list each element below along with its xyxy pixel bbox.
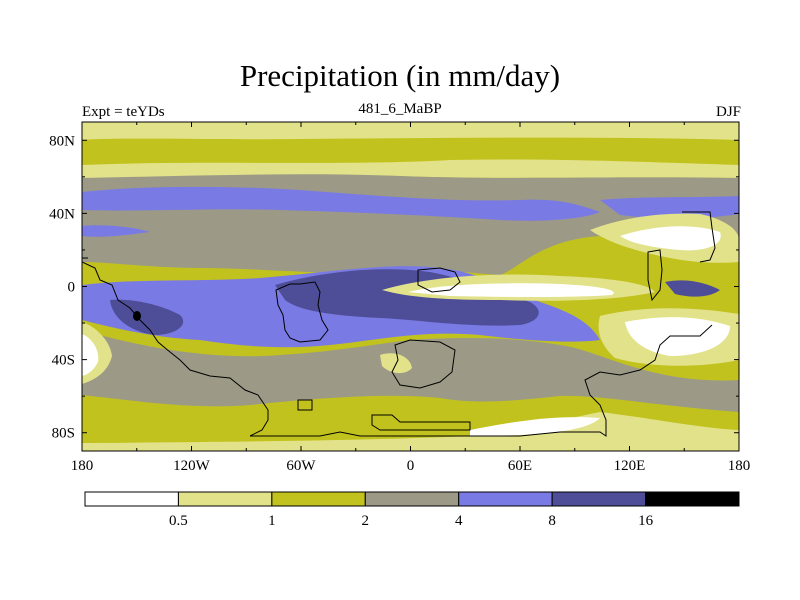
coastline-antarctic-piece (371, 414, 471, 431)
colorbar-label: 4 (455, 513, 463, 529)
contour-band-8-16-pacific (110, 299, 184, 335)
contour-band-4-8-north (82, 186, 600, 221)
contour-band-north-midlat (82, 159, 739, 178)
chart-title: Precipitation (in mm/day) (239, 58, 561, 93)
colorbar-swatch (551, 491, 647, 507)
x-tick-label: 60W (286, 458, 316, 474)
colorbar-swatch (645, 491, 740, 507)
coastline-island (297, 399, 313, 411)
contour-band-north-africa-core (620, 226, 721, 251)
y-tick-label: 40N (49, 206, 75, 222)
contour-fill-layer (82, 122, 739, 451)
season-label: DJF (715, 104, 741, 120)
x-tick-label: 60E (508, 458, 532, 474)
colorbar-label: 8 (548, 513, 556, 529)
coastline-antarctic-coast (250, 324, 713, 437)
coastline-west-continent (82, 261, 269, 437)
y-tick-label: 80N (49, 133, 75, 149)
x-axis: 180 120W 60W 0 60E 120E 180 (71, 122, 751, 474)
colorbar-label: 2 (362, 513, 370, 529)
coastline-southern-landmass (275, 281, 329, 343)
x-tick-label: 120W (173, 458, 211, 474)
x-tick-label: 180 (728, 458, 751, 474)
colorbar-swatch (458, 491, 553, 507)
contour-band-8-16-west-pacific (665, 280, 720, 297)
contour-band-4-8-patch (82, 225, 150, 237)
experiment-label: Expt = teYDs (82, 104, 165, 120)
y-tick-label: 40S (52, 353, 75, 369)
colorbar: 0.5 1 2 4 8 16 (84, 491, 740, 529)
colorbar-swatch (84, 491, 179, 507)
colorbar-swatch (177, 491, 273, 507)
colorbar-swatch (364, 491, 460, 507)
colorbar-label: 1 (268, 513, 276, 529)
colorbar-label: 0.5 (169, 513, 188, 529)
x-tick-label: 180 (71, 458, 94, 474)
colorbar-swatch (271, 491, 366, 507)
coastline-central-block (417, 267, 461, 293)
period-label: 481_6_MaBP (358, 101, 442, 117)
coastline-south-landmass-center (391, 339, 456, 389)
contour-band-dry-band-core (408, 283, 614, 297)
contour-band-polar-north (82, 122, 739, 140)
y-tick-label: 80S (52, 426, 75, 442)
coastline-east-landmass (647, 249, 663, 302)
contour-band-southern-core (625, 317, 730, 356)
coastline-northeast-landmass (682, 211, 716, 263)
coastlines (82, 211, 716, 437)
contour-band-4-8-northeast (600, 196, 739, 219)
x-tick-label: 0 (407, 458, 415, 474)
contour-band-2-4-south (82, 330, 739, 412)
contour-band-antarctic-dry (470, 417, 600, 436)
contour-band-southeast-pacific-core (82, 334, 99, 376)
colorbar-label: 16 (638, 513, 654, 529)
y-tick-label: 0 (68, 280, 76, 296)
y-axis: 80N 40N 0 40S 80S (49, 133, 739, 442)
x-tick-label: 120E (614, 458, 646, 474)
